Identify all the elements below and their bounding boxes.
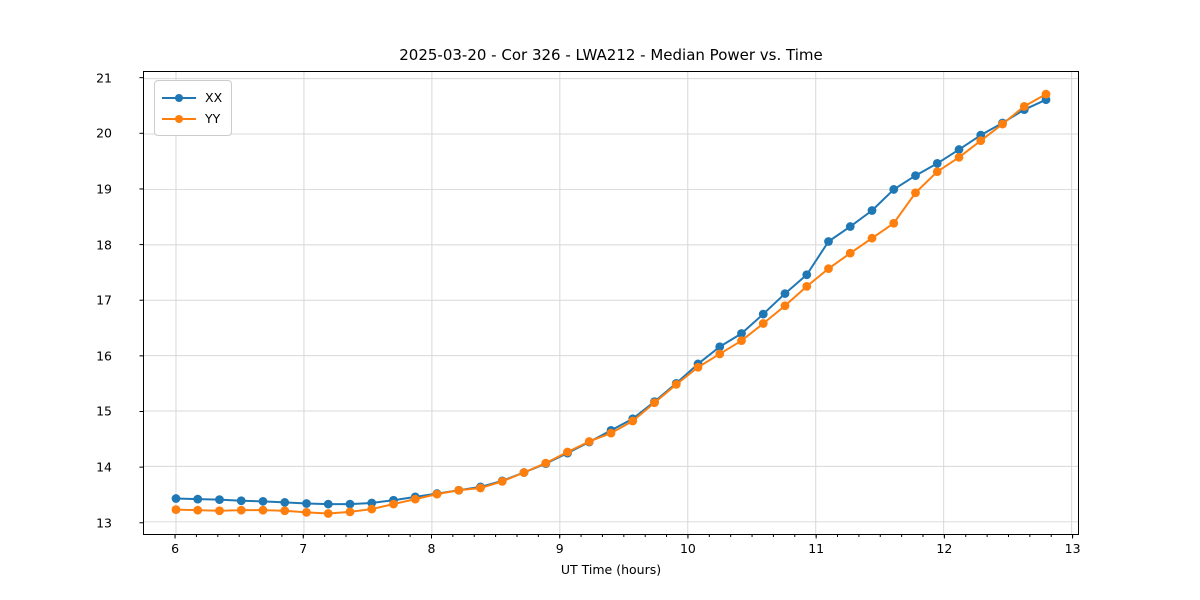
data-point-marker bbox=[258, 505, 268, 515]
data-point-marker bbox=[671, 380, 681, 389]
data-point-marker bbox=[389, 499, 398, 509]
data-point-marker bbox=[302, 499, 311, 508]
x-tick-label: 13 bbox=[1064, 541, 1081, 556]
legend-label-yy: YY bbox=[205, 111, 221, 126]
data-point-marker bbox=[280, 506, 290, 516]
data-point-marker bbox=[367, 504, 377, 514]
data-point-marker bbox=[1019, 101, 1029, 111]
data-point-marker bbox=[889, 218, 899, 228]
x-tick-label: 11 bbox=[808, 541, 825, 556]
data-point-marker bbox=[715, 342, 725, 352]
data-point-marker bbox=[215, 495, 224, 505]
chart-title: 2025-03-20 - Cor 326 - LWA212 - Median P… bbox=[399, 46, 823, 64]
data-point-marker bbox=[911, 171, 920, 180]
data-series-xx bbox=[171, 95, 1051, 509]
data-point-marker bbox=[497, 476, 507, 486]
data-point-marker bbox=[650, 398, 659, 408]
data-point-marker bbox=[911, 188, 920, 198]
data-point-marker bbox=[606, 428, 616, 438]
series-line bbox=[175, 93, 1047, 515]
data-series-layer bbox=[171, 89, 1051, 518]
data-point-marker bbox=[236, 505, 246, 515]
data-point-marker bbox=[410, 494, 420, 504]
y-tick-label: 21 bbox=[96, 70, 112, 86]
x-tick-label: 6 bbox=[171, 541, 180, 556]
data-point-marker bbox=[323, 509, 333, 518]
data-point-marker bbox=[737, 336, 746, 346]
x-axis-label: UT Time (hours) bbox=[560, 562, 662, 577]
series-line bbox=[175, 98, 1047, 506]
y-tick-label: 13 bbox=[96, 515, 112, 531]
data-point-marker bbox=[454, 485, 464, 495]
data-point-marker bbox=[737, 329, 746, 338]
legend-item-xx[interactable]: XX bbox=[162, 87, 222, 108]
data-point-marker bbox=[258, 496, 268, 506]
legend-marker-xx-icon bbox=[162, 91, 196, 105]
data-point-marker bbox=[563, 447, 572, 457]
data-point-marker bbox=[345, 499, 355, 509]
x-tick-label: 7 bbox=[299, 541, 308, 556]
data-point-marker bbox=[780, 301, 790, 311]
data-point-marker bbox=[954, 145, 964, 154]
data-point-marker bbox=[867, 233, 877, 243]
legend-item-yy[interactable]: YY bbox=[162, 108, 222, 129]
y-tick-label: 20 bbox=[96, 125, 112, 141]
data-series-yy bbox=[171, 89, 1051, 518]
data-point-marker bbox=[845, 222, 855, 231]
y-tick-label: 18 bbox=[96, 237, 112, 253]
data-point-marker bbox=[215, 506, 224, 516]
data-point-marker bbox=[367, 498, 377, 508]
data-point-marker bbox=[1041, 89, 1051, 99]
data-point-marker bbox=[323, 499, 333, 509]
data-point-marker bbox=[998, 119, 1007, 129]
x-tick-label: 8 bbox=[427, 541, 436, 556]
x-tick-label: 10 bbox=[679, 541, 696, 556]
chart-legend: XX YY bbox=[154, 80, 233, 136]
data-point-marker bbox=[780, 289, 790, 298]
x-tick-label: 12 bbox=[936, 541, 953, 556]
data-point-marker bbox=[845, 248, 855, 258]
y-tick-label: 16 bbox=[96, 348, 112, 364]
y-tick-label: 14 bbox=[96, 459, 112, 475]
data-point-marker bbox=[802, 270, 812, 280]
data-point-marker bbox=[824, 237, 833, 246]
data-point-marker bbox=[193, 494, 203, 504]
data-point-marker bbox=[932, 167, 942, 177]
data-point-marker bbox=[345, 507, 355, 517]
legend-marker-yy-icon bbox=[162, 112, 196, 126]
data-point-marker bbox=[432, 489, 442, 499]
data-point-marker bbox=[236, 496, 246, 506]
data-point-marker bbox=[954, 152, 964, 162]
y-tick-label: 15 bbox=[96, 403, 112, 419]
data-point-marker bbox=[171, 505, 181, 515]
y-tick-label: 19 bbox=[96, 181, 112, 197]
data-point-marker bbox=[476, 483, 485, 493]
data-point-marker bbox=[302, 508, 311, 517]
data-point-marker bbox=[932, 159, 942, 168]
data-point-marker bbox=[519, 468, 529, 477]
x-tick-label: 9 bbox=[555, 541, 564, 556]
data-point-marker bbox=[541, 458, 551, 468]
data-point-marker bbox=[824, 264, 833, 274]
grid-lines bbox=[144, 72, 1078, 534]
data-point-marker bbox=[628, 416, 638, 426]
y-tick-label: 17 bbox=[96, 292, 112, 308]
plot-area bbox=[143, 71, 1079, 535]
data-point-marker bbox=[889, 185, 899, 194]
data-point-marker bbox=[584, 437, 594, 446]
data-point-marker bbox=[802, 282, 812, 291]
data-point-marker bbox=[193, 505, 203, 515]
data-point-marker bbox=[867, 206, 877, 215]
data-point-marker bbox=[976, 136, 986, 146]
data-point-marker bbox=[715, 349, 725, 359]
data-point-marker bbox=[758, 319, 768, 328]
data-point-marker bbox=[693, 362, 703, 372]
data-point-marker bbox=[171, 494, 181, 503]
data-point-marker bbox=[280, 498, 290, 507]
data-point-marker bbox=[758, 309, 768, 319]
legend-label-xx: XX bbox=[205, 90, 223, 105]
